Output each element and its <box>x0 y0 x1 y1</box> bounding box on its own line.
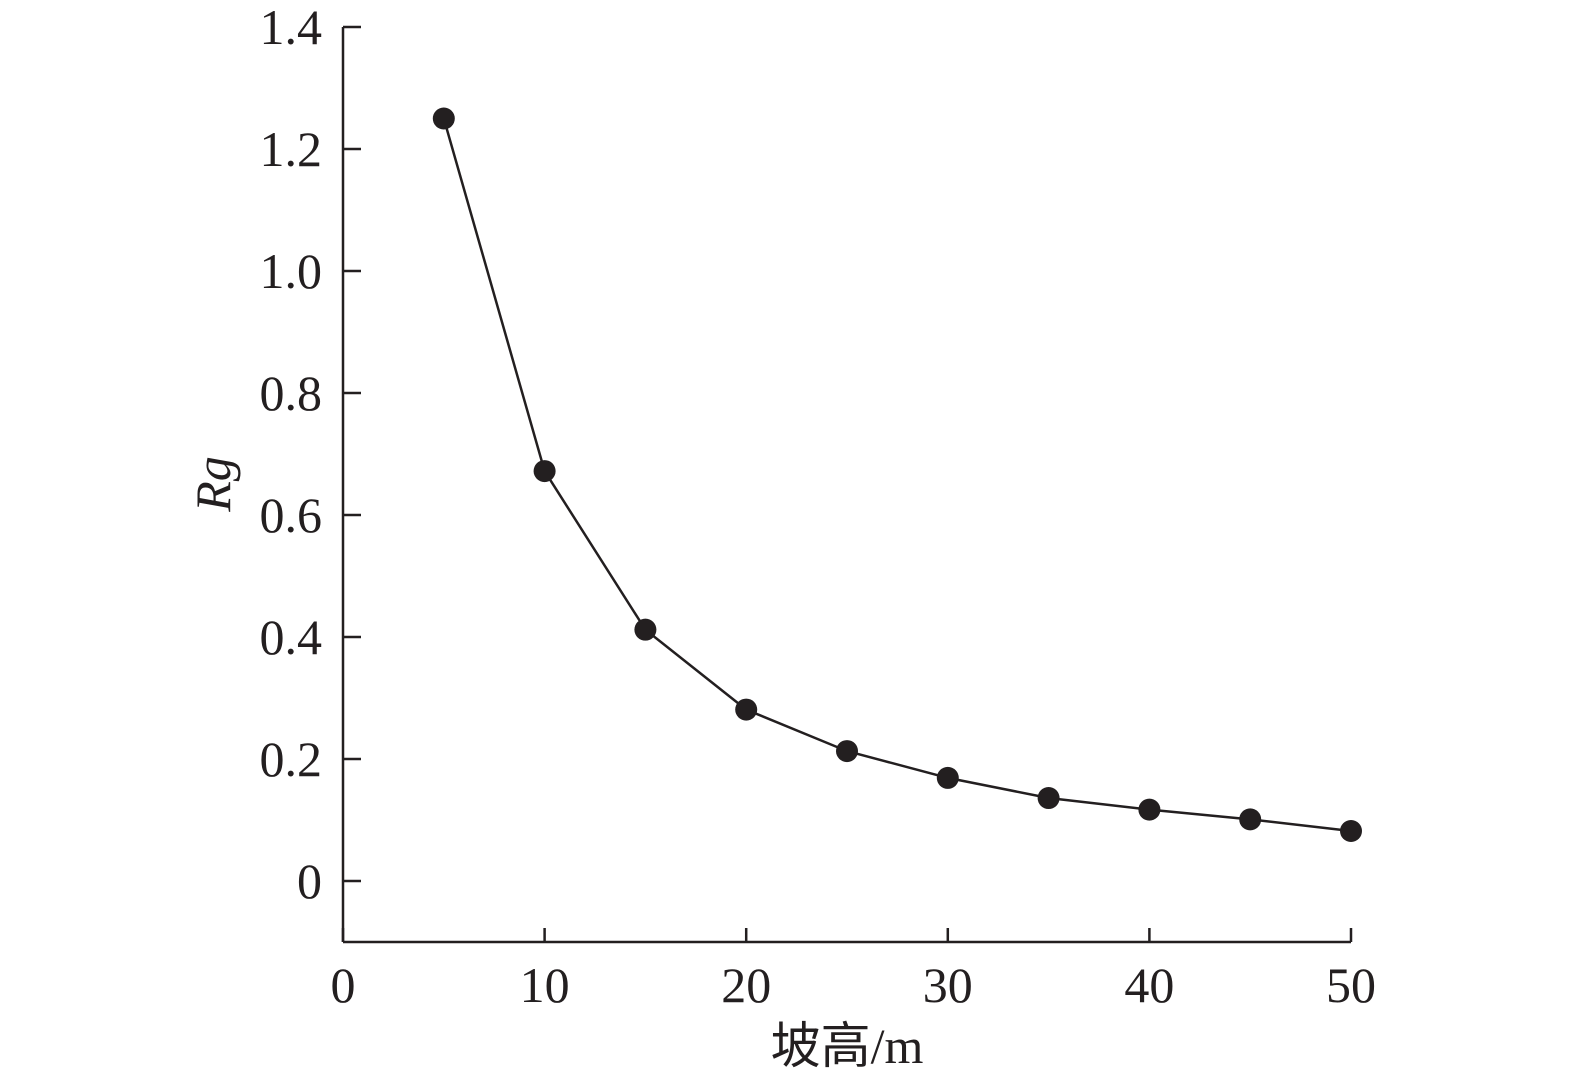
x-axis-title: 坡高/m <box>771 1018 924 1074</box>
data-point <box>533 460 556 483</box>
x-axis-ticks: 0 10 20 30 40 50 <box>331 928 1376 1013</box>
y-axis-title: Rg <box>185 456 241 513</box>
x-tick-label: 50 <box>1326 957 1376 1013</box>
data-point <box>432 107 455 130</box>
series <box>432 107 1362 842</box>
y-tick-label: 0.6 <box>260 487 323 543</box>
data-point <box>1037 787 1060 810</box>
y-axis-ticks: 0 0.2 0.4 0.6 0.8 1.0 1.2 1.4 <box>260 0 361 909</box>
data-point <box>836 740 858 763</box>
y-tick-label: 0.4 <box>260 609 323 665</box>
y-tick-label: 0.8 <box>260 365 323 421</box>
x-tick-label: 10 <box>520 957 570 1013</box>
series-line <box>442 118 1352 833</box>
data-point <box>735 698 758 721</box>
data-point <box>1340 819 1362 842</box>
y-tick-label: 1.2 <box>260 121 323 177</box>
y-tick-label: 1.4 <box>260 0 323 55</box>
data-point <box>1138 798 1161 821</box>
x-tick-label: 0 <box>331 957 356 1013</box>
axes <box>341 27 1351 944</box>
y-tick-label: 1.0 <box>260 243 323 299</box>
y-tick-label: 0 <box>297 853 322 909</box>
x-tick-label: 40 <box>1124 957 1174 1013</box>
x-tick-label: 30 <box>923 957 973 1013</box>
data-point <box>1239 808 1262 831</box>
data-point <box>634 618 657 641</box>
y-tick-label: 0.2 <box>260 731 323 787</box>
x-tick-label: 20 <box>721 957 771 1013</box>
data-point <box>936 766 959 789</box>
